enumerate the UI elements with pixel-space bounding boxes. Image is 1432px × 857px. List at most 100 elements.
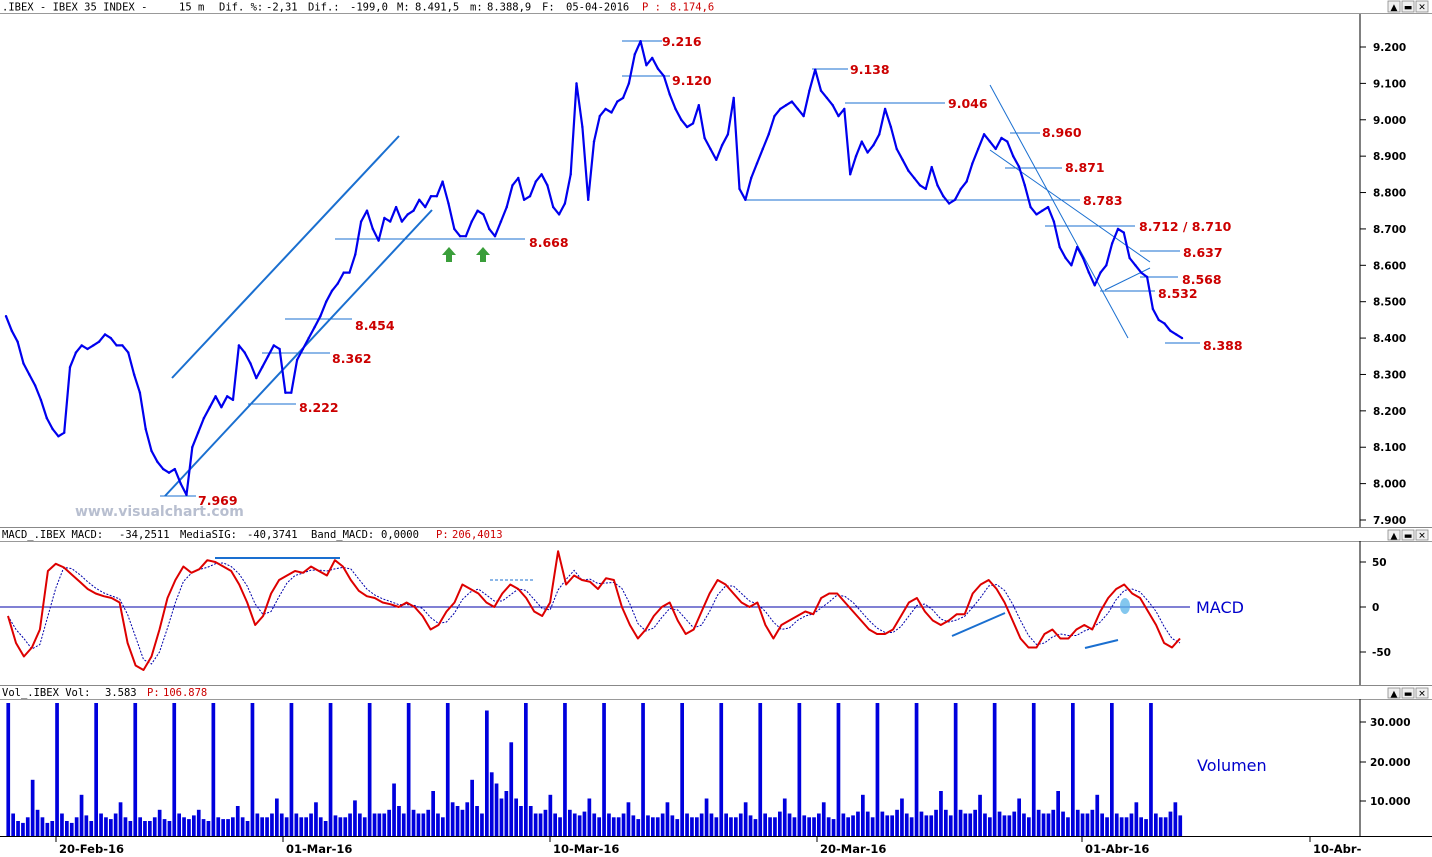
- volume-scroll-up-button[interactable]: ▲: [1387, 687, 1401, 700]
- level-label-8568: 8.568: [1182, 272, 1222, 287]
- price-point: [750, 176, 753, 180]
- volume-header-name: Vol_.IBEX Vol:: [2, 687, 91, 699]
- price-point: [581, 125, 584, 129]
- close-icon: ✕: [1418, 690, 1426, 700]
- price-point: [1058, 245, 1061, 249]
- volume-bar: [607, 813, 611, 836]
- volume-bar: [890, 815, 894, 836]
- volume-bar: [79, 794, 84, 836]
- volume-close-button[interactable]: ✕: [1415, 687, 1429, 700]
- volume-bar: [182, 817, 186, 836]
- price-point: [971, 162, 974, 165]
- date-axis: 20-Feb-16 01-Mar-16 10-Mar-16 20-Mar-16 01-A…: [0, 836, 1432, 856]
- price-point: [92, 344, 95, 347]
- price-minimize-button[interactable]: ▬: [1401, 0, 1415, 13]
- price-point: [191, 446, 194, 449]
- volume-bar: [988, 817, 992, 836]
- price-point: [866, 151, 869, 154]
- price-y-tick-label: 8.500: [1373, 297, 1406, 309]
- volume-bar: [35, 809, 40, 836]
- price-scroll-up-button-frame[interactable]: [1387, 0, 1401, 13]
- price-point: [115, 344, 118, 347]
- volume-bar: [665, 802, 670, 836]
- volume-bar: [651, 817, 655, 836]
- price-point: [325, 300, 328, 303]
- price-point: [208, 406, 211, 409]
- price-y-tick-label: 9.000: [1373, 115, 1406, 127]
- price-point: [540, 173, 543, 176]
- price-y-tick-label: 8.100: [1373, 442, 1406, 454]
- volume-bar: [680, 703, 684, 836]
- volume-scroll-up-button-frame[interactable]: [1387, 687, 1401, 699]
- price-point: [86, 347, 89, 351]
- price-point: [732, 96, 735, 100]
- volume-bar: [948, 815, 953, 836]
- macd-scroll-up-button-frame[interactable]: [1387, 529, 1401, 541]
- macd-divergence-line-2: [1084, 639, 1119, 649]
- up-arrow-icon: ▲: [1391, 690, 1398, 700]
- price-point: [127, 351, 130, 354]
- volume-bar: [1031, 703, 1036, 836]
- macd-minimize-button-frame[interactable]: [1401, 529, 1415, 541]
- price-point: [982, 133, 986, 136]
- price-close-button[interactable]: ✕: [1415, 0, 1429, 13]
- volume-bar: [148, 821, 152, 836]
- volume-bar: [255, 813, 260, 836]
- volume-bar: [192, 815, 196, 836]
- price-close-button-frame[interactable]: [1415, 0, 1429, 13]
- volume-bar: [128, 821, 133, 836]
- volume-bar: [817, 813, 821, 836]
- price-point: [767, 133, 770, 136]
- level-label-7969: 7.969: [198, 493, 238, 508]
- price-point: [808, 89, 811, 92]
- price-point: [796, 107, 799, 111]
- price-point: [895, 147, 898, 151]
- volume-bar: [695, 817, 699, 836]
- price-header-symbol: .IBEX - IBEX 35 INDEX -: [2, 2, 147, 14]
- price-point: [150, 449, 153, 453]
- price-point: [720, 144, 724, 147]
- volume-bar: [162, 819, 167, 836]
- volume-bar: [69, 822, 74, 836]
- volume-bars-group: [6, 703, 1183, 836]
- price-point: [1134, 264, 1137, 267]
- macd-minimize-button[interactable]: ▬: [1401, 529, 1415, 542]
- volume-bar: [216, 817, 221, 836]
- date-ticks: 20-Feb-16 01-Mar-16 10-Mar-16 20-Mar-16 01-A…: [55, 836, 1362, 856]
- price-point: [266, 355, 270, 358]
- volume-bar: [113, 813, 118, 836]
- volume-panel-label: Volumen: [1197, 756, 1267, 775]
- price-point: [552, 205, 555, 209]
- price-header-date: 05-04-2016: [566, 2, 629, 14]
- volume-bar: [187, 819, 191, 836]
- volume-bar: [748, 815, 753, 836]
- macd-close-button[interactable]: ✕: [1415, 529, 1429, 542]
- price-point: [1110, 242, 1114, 245]
- volume-bar: [997, 811, 1002, 836]
- volume-bar: [118, 802, 123, 836]
- volume-bar: [807, 817, 811, 836]
- volume-minimize-button[interactable]: ▬: [1401, 687, 1415, 700]
- volume-minimize-button-frame[interactable]: [1401, 687, 1415, 699]
- volume-bar: [289, 703, 294, 836]
- macd-header: MACD_.IBEX MACD: -34,2511 MediaSIG: -40,…: [2, 529, 503, 541]
- price-point: [1180, 336, 1184, 340]
- volume-bar: [1090, 809, 1095, 836]
- price-minimize-button-frame[interactable]: [1401, 0, 1415, 13]
- volume-close-button-frame[interactable]: [1415, 687, 1429, 699]
- volume-bar: [792, 817, 797, 836]
- price-y-tick-label: 8.200: [1373, 406, 1406, 418]
- price-point: [476, 209, 479, 212]
- macd-scroll-up-button[interactable]: ▲: [1387, 529, 1401, 542]
- macd-close-button-frame[interactable]: [1415, 529, 1429, 541]
- price-point: [1145, 275, 1149, 279]
- volume-bar: [1139, 817, 1143, 836]
- price-point: [371, 227, 374, 231]
- price-point: [424, 205, 427, 209]
- price-point: [313, 326, 316, 329]
- price-point: [557, 213, 561, 216]
- price-scroll-up-button[interactable]: ▲: [1387, 0, 1401, 13]
- volume-bar: [475, 806, 479, 836]
- macd-panel-label: MACD: [1196, 598, 1244, 617]
- price-point: [243, 351, 246, 354]
